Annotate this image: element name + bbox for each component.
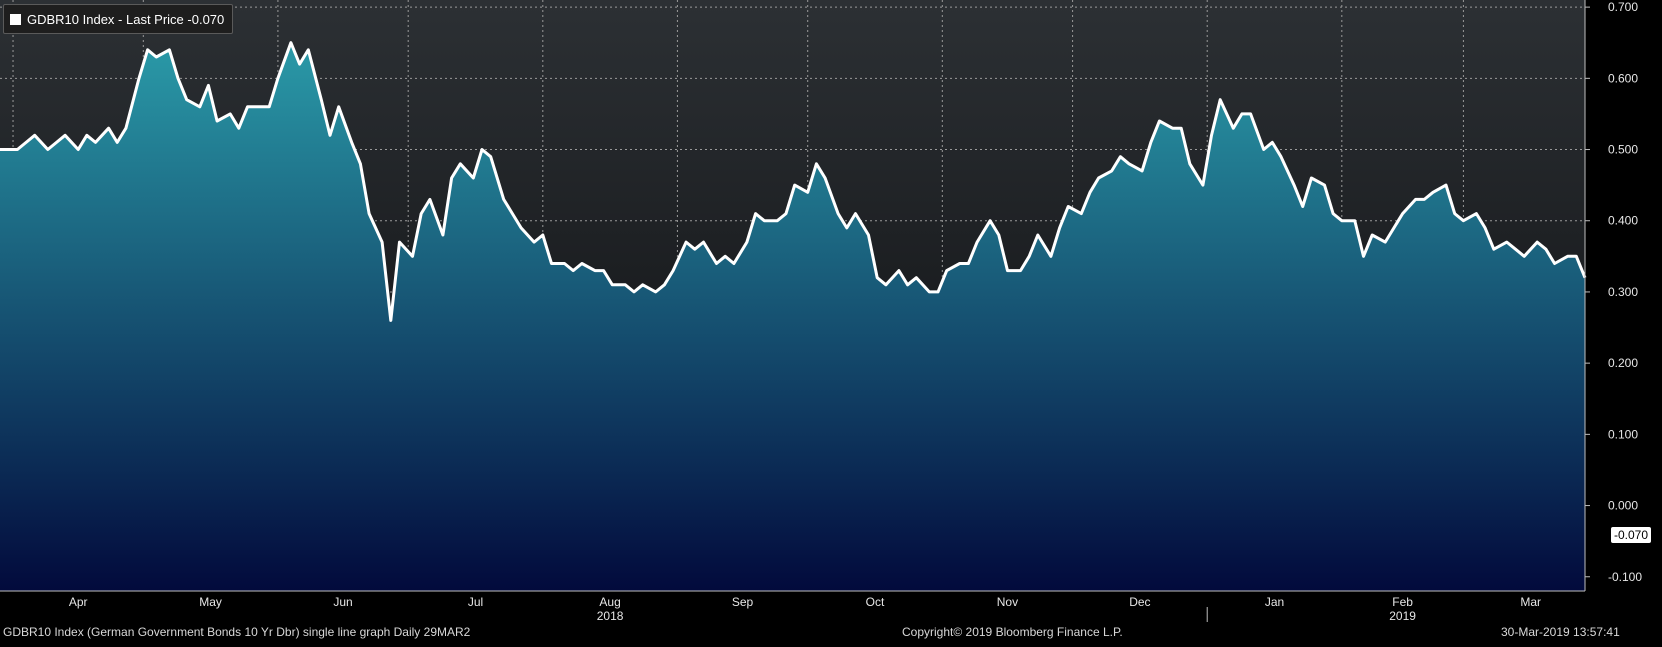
- y-tick-label: 0.100: [1608, 427, 1638, 441]
- footer-timestamp: 30-Mar-2019 13:57:41: [1501, 625, 1620, 639]
- x-year-label: 2019: [1389, 609, 1416, 623]
- x-tick-label: Apr: [69, 595, 88, 609]
- footer-description: GDBR10 Index (German Government Bonds 10…: [3, 625, 471, 639]
- x-tick-label: Aug: [599, 595, 620, 609]
- area-fill: [0, 42, 1585, 591]
- x-year-label: 2018: [597, 609, 624, 623]
- x-tick-labels: Apr May Jun Jul Aug Sep Oct Nov Dec Jan Feb Mar 2018…: [69, 595, 1541, 623]
- footer-copyright: Copyright© 2019 Bloomberg Finance L.P.: [902, 625, 1123, 639]
- y-tick-labels: 0.700 0.600 0.500 0.400 0.300 0.200 0.100 0.000…: [1585, 0, 1642, 584]
- y-tick-label: 0.700: [1608, 0, 1638, 14]
- x-tick-label: Mar: [1520, 595, 1541, 609]
- x-tick-label: Feb: [1392, 595, 1413, 609]
- footer: GDBR10 Index (German Government Bonds 10…: [0, 622, 1662, 642]
- y-tick-label: 0.200: [1608, 356, 1638, 370]
- x-tick-label: Jan: [1265, 595, 1284, 609]
- x-tick-label: Jun: [333, 595, 352, 609]
- x-tick-label: Jul: [468, 595, 483, 609]
- legend-swatch: [10, 13, 21, 25]
- y-tick-label: 0.400: [1608, 214, 1638, 228]
- x-tick-label: Dec: [1129, 595, 1150, 609]
- x-tick-label: May: [199, 595, 222, 609]
- x-tick-label: Sep: [732, 595, 754, 609]
- x-tick-label: Nov: [997, 595, 1018, 609]
- legend: GDBR10 Index - Last Price -0.070: [3, 4, 234, 34]
- y-tick-label: 0.000: [1608, 499, 1638, 513]
- price-line: [0, 41, 1587, 322]
- y-tick-label: 0.500: [1608, 143, 1638, 157]
- last-value-label: -0.070: [1611, 527, 1652, 543]
- legend-label: GDBR10 Index - Last Price -0.070: [27, 11, 225, 27]
- y-tick-label: 0.300: [1608, 285, 1638, 299]
- axes: [0, 0, 1586, 622]
- y-tick-label: 0.600: [1608, 71, 1638, 85]
- y-tick-label: -0.100: [1608, 570, 1642, 584]
- x-tick-label: Oct: [866, 595, 885, 609]
